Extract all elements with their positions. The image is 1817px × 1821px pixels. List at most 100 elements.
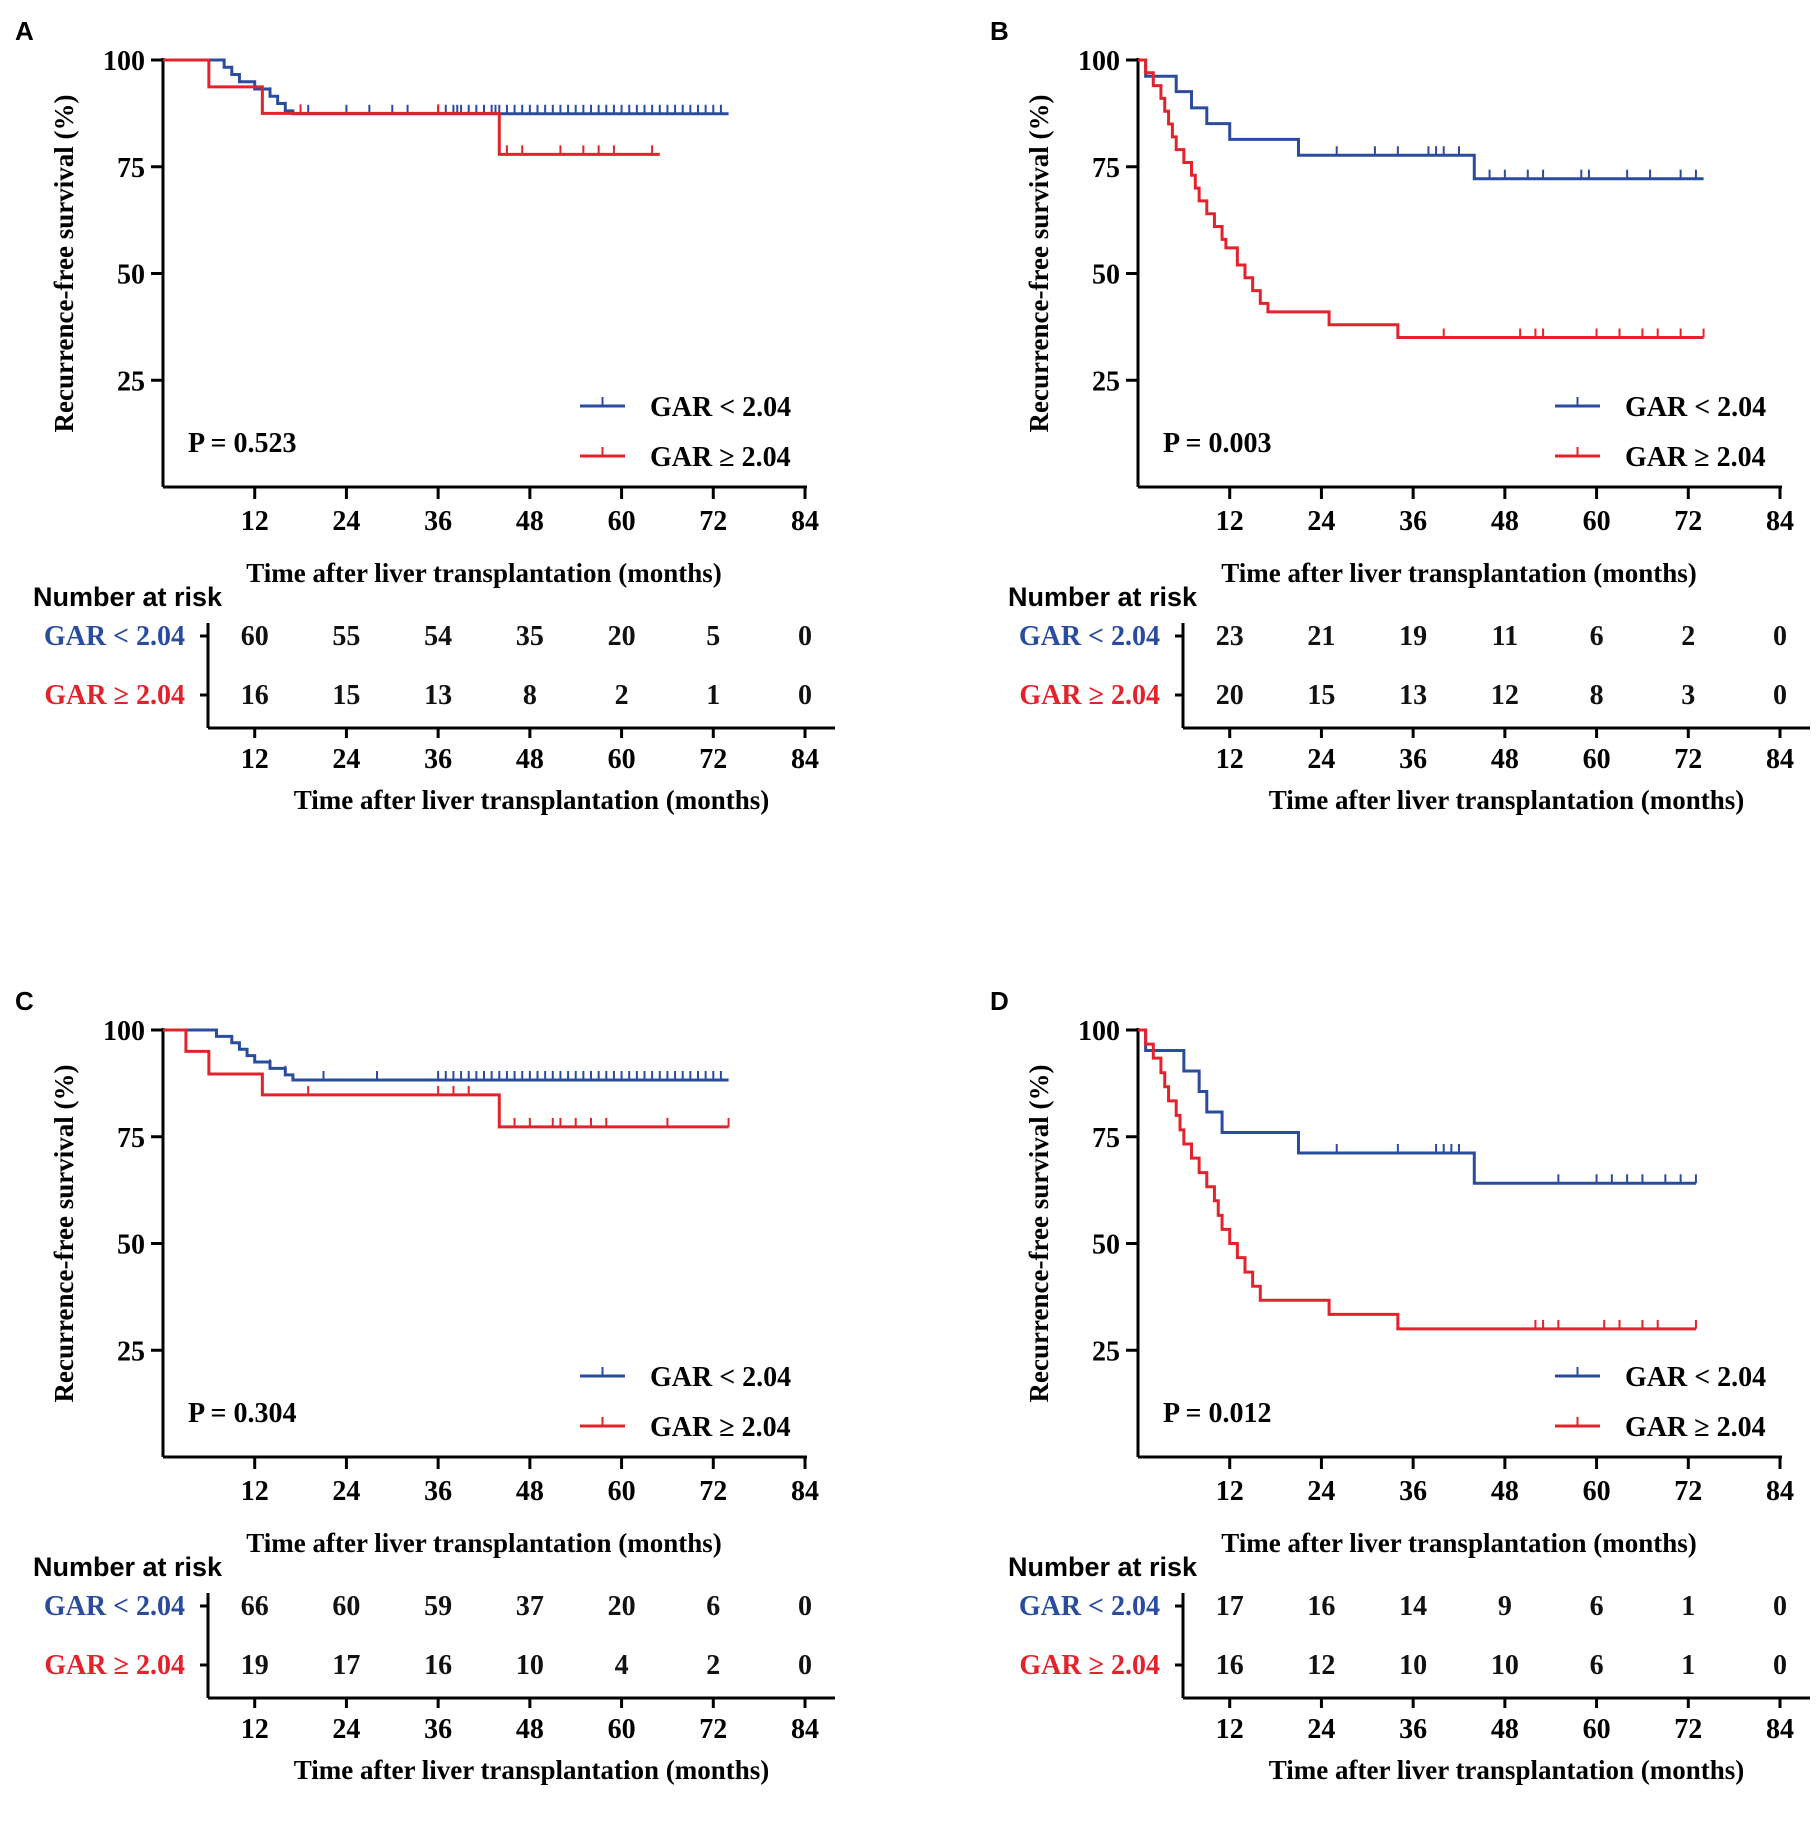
x-tick-label: 48 [1491,506,1519,537]
risk-count-high: 15 [1307,680,1335,711]
risk-x-tick-label: 12 [241,1714,269,1745]
risk-x-tick-label: 60 [1583,744,1611,775]
y-axis-label: Recurrence-free survival (%) [1024,95,1054,433]
legend-label-high: GAR ≥ 2.04 [650,442,791,473]
risk-group-label-low: GAR < 2.04 [1019,1591,1160,1622]
x-tick-label: 60 [1583,1476,1611,1507]
risk-count-low: 17 [1216,1591,1244,1622]
risk-x-tick-label: 84 [791,744,819,775]
x-tick-label: 72 [699,1476,727,1507]
x-tick-label: 60 [1583,506,1611,537]
risk-group-label-low: GAR < 2.04 [44,1591,185,1622]
risk-x-tick-label: 48 [516,1714,544,1745]
risk-count-high: 10 [1491,1650,1519,1681]
risk-table-title: Number at risk [33,582,223,612]
risk-count-low: 11 [1492,621,1518,652]
risk-x-tick-label: 48 [1491,744,1519,775]
risk-count-low: 20 [608,621,636,652]
p-value: P = 0.012 [1163,1398,1272,1429]
risk-group-label-high: GAR ≥ 2.04 [44,1650,185,1681]
risk-count-low: 60 [241,621,269,652]
risk-count-high: 8 [523,680,537,711]
risk-count-high: 17 [332,1650,360,1681]
risk-count-high: 1 [1681,1650,1695,1681]
risk-count-low: 23 [1216,621,1244,652]
risk-x-tick-label: 84 [1766,1714,1794,1745]
risk-count-high: 16 [424,1650,452,1681]
risk-x-tick-label: 72 [1674,744,1702,775]
risk-x-tick-label: 12 [1216,1714,1244,1745]
x-tick-label: 72 [1674,1476,1702,1507]
risk-x-tick-label: 84 [1766,744,1794,775]
risk-count-high: 0 [1773,1650,1787,1681]
risk-count-low: 0 [1773,621,1787,652]
risk-count-low: 66 [241,1591,269,1622]
risk-x-tick-label: 12 [1216,744,1244,775]
risk-count-low: 60 [332,1591,360,1622]
risk-count-high: 16 [1216,1650,1244,1681]
x-tick-label: 72 [699,506,727,537]
risk-x-tick-label: 72 [699,744,727,775]
y-tick-label: 50 [1092,1230,1120,1261]
y-tick-label: 50 [1092,260,1120,291]
x-tick-label: 36 [1399,1476,1427,1507]
risk-x-tick-label: 24 [1307,1714,1335,1745]
y-tick-label: 25 [117,1336,145,1367]
p-value: P = 0.304 [188,1398,297,1429]
risk-count-high: 0 [1773,680,1787,711]
legend-label-low: GAR < 2.04 [1625,1362,1766,1393]
risk-group-label-high: GAR ≥ 2.04 [1019,1650,1160,1681]
risk-count-high: 2 [706,1650,720,1681]
risk-count-low: 9 [1498,1591,1512,1622]
y-tick-label: 25 [1092,1336,1120,1367]
x-tick-label: 24 [332,1476,360,1507]
panel-letter: C [15,986,34,1016]
x-tick-label: 48 [516,506,544,537]
risk-group-label-high: GAR ≥ 2.04 [1019,680,1160,711]
risk-count-high: 10 [1399,1650,1427,1681]
risk-count-low: 0 [798,1591,812,1622]
y-axis-label: Recurrence-free survival (%) [49,95,79,433]
x-tick-label: 24 [1307,1476,1335,1507]
risk-x-tick-label: 24 [332,744,360,775]
x-tick-label: 12 [1216,1476,1244,1507]
risk-count-high: 15 [332,680,360,711]
risk-count-low: 0 [798,621,812,652]
legend-label-high: GAR ≥ 2.04 [1625,442,1766,473]
risk-count-low: 0 [1773,1591,1787,1622]
risk-count-low: 1 [1681,1591,1695,1622]
risk-group-label-low: GAR < 2.04 [44,621,185,652]
legend-label-low: GAR < 2.04 [650,1362,791,1393]
risk-count-low: 21 [1307,621,1335,652]
risk-table-title: Number at risk [33,1552,223,1582]
x-tick-label: 84 [1766,1476,1794,1507]
risk-count-high: 1 [706,680,720,711]
risk-count-high: 0 [798,1650,812,1681]
risk-x-tick-label: 60 [1583,1714,1611,1745]
risk-count-high: 6 [1590,1650,1604,1681]
risk-x-tick-label: 60 [608,744,636,775]
y-tick-label: 100 [103,46,145,77]
y-axis-label: Recurrence-free survival (%) [49,1065,79,1403]
panel-letter: A [15,16,34,46]
x-tick-label: 36 [424,506,452,537]
risk-count-high: 13 [424,680,452,711]
y-tick-label: 75 [1092,153,1120,184]
risk-count-low: 37 [516,1591,544,1622]
x-axis-label: Time after liver transplantation (months… [1221,1528,1696,1558]
y-tick-label: 50 [117,260,145,291]
risk-count-high: 13 [1399,680,1427,711]
risk-table-x-label: Time after liver transplantation (months… [1269,785,1744,815]
y-tick-label: 25 [1092,366,1120,397]
x-tick-label: 12 [241,506,269,537]
legend-label-low: GAR < 2.04 [650,392,791,423]
y-tick-label: 100 [103,1016,145,1047]
p-value: P = 0.523 [188,428,297,459]
x-tick-label: 60 [608,1476,636,1507]
panel-letter: B [990,16,1009,46]
risk-x-tick-label: 84 [791,1714,819,1745]
x-tick-label: 48 [1491,1476,1519,1507]
risk-count-high: 16 [241,680,269,711]
risk-table-x-label: Time after liver transplantation (months… [1269,1755,1744,1785]
